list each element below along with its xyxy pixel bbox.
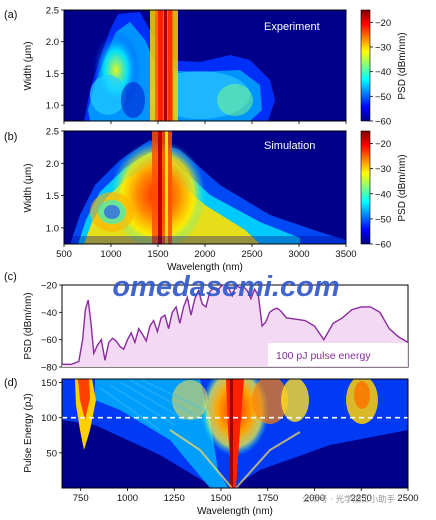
panel-b-ytick-label-3: 2.5 (46, 127, 59, 138)
panel-d-xtick-label-4: 1750 (257, 493, 278, 504)
panel-a-ytick-label-3: 2.5 (46, 6, 59, 17)
panel-b-heatmap (64, 131, 346, 244)
panel-c (61, 284, 409, 368)
panel-b-xtick-label-3: 2000 (194, 249, 215, 260)
legend-pulse-energy: 100 pJ pulse energy (276, 350, 371, 362)
panel-label-b: (b) (4, 131, 17, 143)
panel-b-xtick-label-1: 1000 (100, 249, 121, 260)
ylabel-c: PSD (dBm/nm) (23, 292, 34, 359)
ylabel-b: Width (μm) (23, 163, 34, 212)
panel-d-xtick-label-1: 1000 (117, 493, 138, 504)
colorbar-b-cbtick-label-4: −60 (375, 240, 391, 251)
colorbar-b-label: PSD (dBm/nm) (397, 154, 408, 221)
panel-d-frame (61, 378, 409, 489)
panel-d-ytick-label-0: 50 (46, 448, 57, 459)
inset-label-experiment: Experiment (264, 21, 320, 33)
panel-b-ytick-label-0: 1.0 (46, 223, 59, 234)
panel-d-xtick-label-5: 2000 (304, 493, 325, 504)
colorbar-a-cbtick-label-3: −50 (375, 92, 391, 103)
panel-b (63, 130, 347, 245)
xlabel-b: Wavelength (nm) (167, 262, 243, 273)
panel-a (63, 9, 347, 122)
panel-b-ytick-label-2: 2.0 (46, 159, 59, 170)
colorbar-b-cbtick-label-3: −50 (375, 214, 391, 225)
panel-b-xtick-label-0: 500 (56, 249, 72, 260)
colorbar-a-cbtick-label-0: −20 (375, 18, 391, 29)
colorbar-b (360, 130, 371, 245)
colorbar-a-cbtick-label-4: −60 (375, 117, 391, 128)
panel-a-heatmap (84, 10, 275, 121)
panel-d-xtick-label-7: 2500 (397, 493, 418, 504)
inset-label-simulation: Simulation (264, 140, 315, 152)
panel-c-ytick-label-1: −40 (41, 308, 57, 319)
panel-c-ytick-label-0: −20 (41, 281, 57, 292)
panel-a-ytick-label-2: 2.0 (46, 37, 59, 48)
axis-ticks: 1.0 1.5 2.0 2.5 −20 −30 −40 −50 −60 1.0 1.5 2.0 2.5 5… (41, 6, 419, 505)
colorbar-a-cbtick-label-1: −30 (375, 43, 391, 54)
panel-d-xtick-label-6: 2250 (351, 493, 372, 504)
panel-d-ytick-label-1: 100 (41, 413, 57, 424)
panel-b-xtick-label-4: 2500 (241, 249, 262, 260)
panel-b-ytick-label-1: 1.5 (46, 191, 59, 202)
panel-d-xtick-label-2: 1250 (164, 493, 185, 504)
watermark-text: omedasemi.com (112, 271, 339, 303)
colorbar-a-cbtick-label-2: −40 (375, 67, 391, 78)
ylabel-d: Pulse Energy (pJ) (23, 393, 34, 472)
colorbar-b-cbtick-label-1: −30 (375, 164, 391, 175)
panel-d-ytick-label-2: 150 (41, 378, 57, 389)
panel-c-legend-box (268, 343, 407, 366)
panel-label-a: (a) (4, 9, 17, 21)
xlabel-d: Wavelength (nm) (197, 506, 273, 517)
panel-d-xtick-label-3: 1500 (210, 493, 231, 504)
panel-a-ytick-label-1: 1.5 (46, 69, 59, 80)
panel-b-xtick-label-6: 3500 (335, 249, 356, 260)
panel-a-ytick-label-0: 1.0 (46, 101, 59, 112)
footer-credit: 公众号 · 光学加工小助手 (302, 494, 396, 505)
panel-d-heatmap (62, 379, 408, 488)
panel-b-xtick-label-2: 1500 (147, 249, 168, 260)
panel-label-d: (d) (4, 377, 17, 389)
psd-line (62, 285, 408, 365)
colorbar-b-cbtick-label-2: −40 (375, 189, 391, 200)
panel-c-ytick-label-2: −60 (41, 335, 57, 346)
panel-d-xtick-label-0: 750 (73, 493, 89, 504)
panel-d (61, 378, 409, 489)
panel-label-c: (c) (4, 271, 17, 283)
colorbar-a-label: PSD (dBm/nm) (397, 32, 408, 99)
colorbar-a (360, 9, 371, 122)
ylabel-a: Width (μm) (23, 41, 34, 90)
colorbar-b-cbtick-label-0: −20 (375, 139, 391, 150)
panel-c-ytick-label-3: −80 (41, 363, 57, 374)
panel-b-xtick-label-5: 3000 (288, 249, 309, 260)
